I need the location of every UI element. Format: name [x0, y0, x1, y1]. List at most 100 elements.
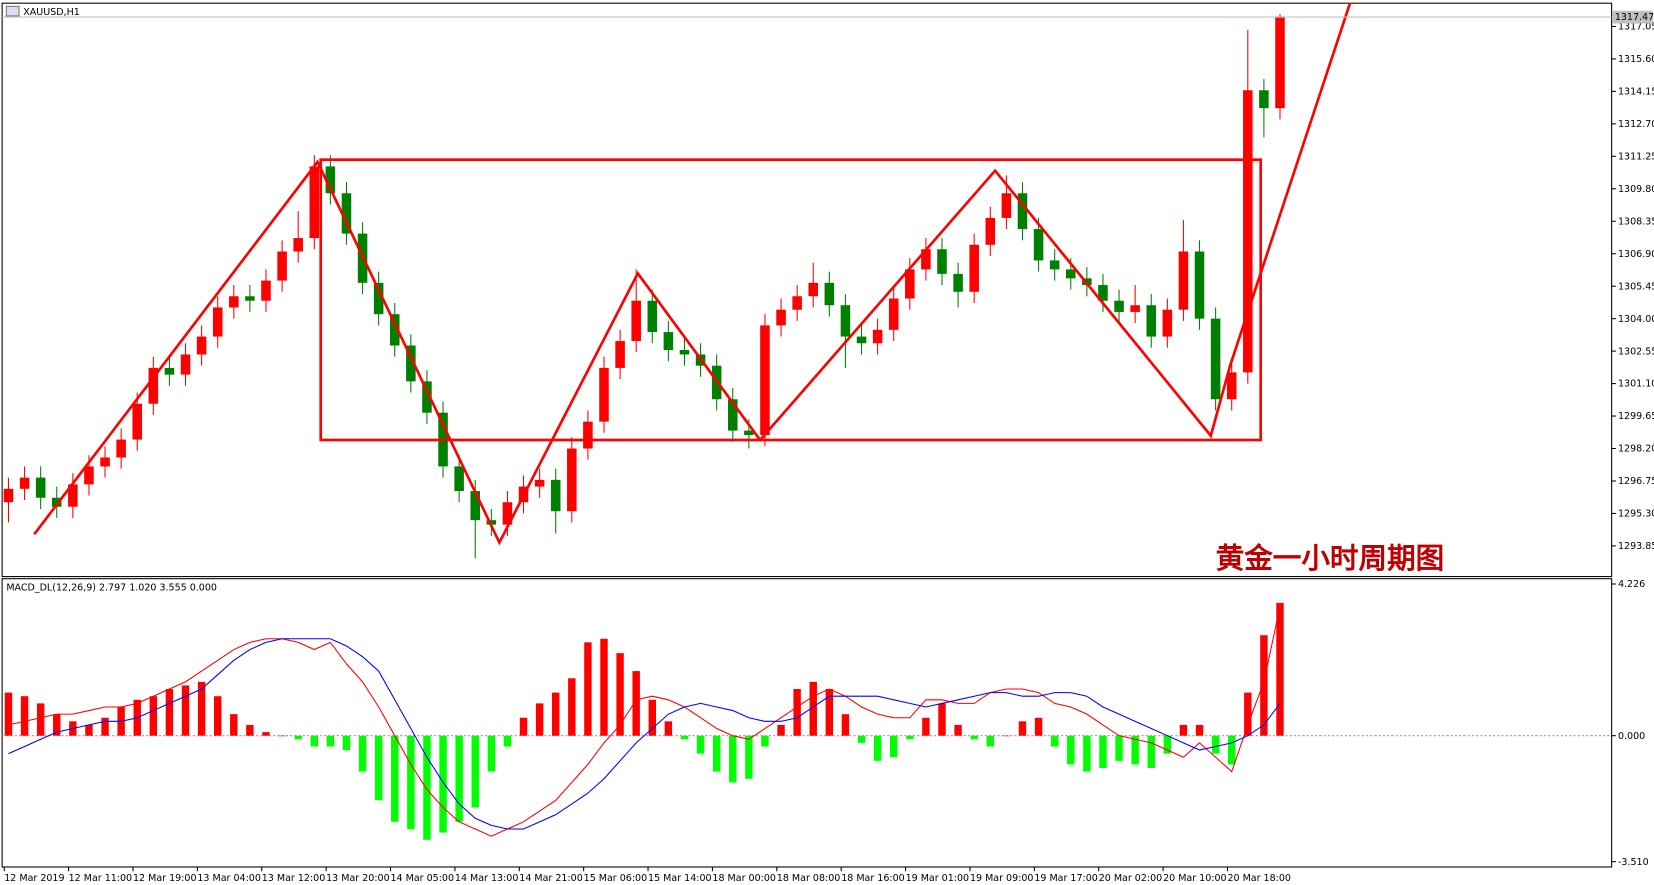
candle-body: [1226, 372, 1237, 400]
histogram-bar: [777, 724, 785, 736]
candle-body: [293, 238, 303, 252]
candle-body: [164, 367, 175, 375]
y-tick-label: 1311.25: [1618, 151, 1654, 162]
candle-body: [389, 314, 400, 346]
candle-body: [148, 367, 159, 404]
candle-body: [969, 244, 979, 292]
histogram-bar: [664, 721, 673, 736]
candle-body: [261, 280, 271, 301]
histogram-bar: [1211, 735, 1220, 754]
histogram-bar: [922, 717, 930, 736]
histogram-bar: [1099, 735, 1107, 768]
macd-line: [8, 606, 1281, 837]
candle-body: [196, 336, 207, 355]
candle-body: [921, 249, 931, 270]
histogram-bar: [1228, 735, 1236, 765]
histogram-bar: [745, 735, 753, 779]
candle-body: [341, 193, 352, 234]
histogram-bar: [1131, 735, 1139, 765]
x-tick-label: 15 Mar 14:00: [648, 873, 712, 884]
candle-body: [647, 300, 658, 333]
candle-body: [550, 479, 561, 512]
candle-body: [937, 249, 947, 274]
candle-body: [567, 448, 577, 512]
candle-body: [840, 305, 851, 337]
candle-body: [19, 477, 30, 489]
histogram-bar: [165, 689, 174, 736]
y-tick-label: 1296.75: [1618, 476, 1654, 487]
candle-body: [486, 520, 497, 525]
x-tick-label: 18 Mar 00:00: [712, 873, 776, 884]
x-tick-label: 20 Mar 02:00: [1099, 873, 1163, 884]
x-tick-label: 18 Mar 08:00: [777, 873, 841, 884]
histogram-bar: [1115, 735, 1123, 761]
candle-body: [229, 296, 239, 308]
candle-body: [502, 502, 513, 525]
candle-body: [1194, 251, 1205, 319]
candle-body: [1275, 16, 1285, 109]
histogram-bar: [584, 642, 592, 736]
histogram-bar: [503, 735, 512, 747]
y-tick-label: -3.510: [1618, 857, 1649, 868]
candle-body: [792, 296, 802, 310]
histogram-bar: [1147, 735, 1155, 768]
candle-body: [1162, 309, 1173, 337]
y-tick-label: 1302.55: [1618, 346, 1654, 357]
histogram-bar: [680, 735, 689, 740]
candle-body: [212, 307, 223, 337]
candle-body: [1130, 305, 1140, 312]
macd-panel: [1, 578, 1613, 868]
candle-body: [100, 457, 110, 467]
y-tick-label: 1305.45: [1618, 281, 1654, 292]
y-tick-label: 1293.85: [1618, 541, 1654, 552]
histogram-bar: [1050, 735, 1059, 747]
candle-body: [309, 166, 320, 239]
x-tick-label: 15 Mar 06:00: [584, 873, 648, 884]
histogram-bar: [535, 703, 544, 736]
histogram-bar: [1034, 717, 1043, 736]
candle-body: [1259, 90, 1269, 109]
candle-body: [599, 367, 609, 422]
histogram-bar: [471, 735, 479, 808]
candle-body: [35, 477, 46, 498]
watermark: 黄金一小时周期图: [1216, 541, 1445, 575]
macd-line: [8, 638, 1281, 830]
histogram-bar: [616, 653, 624, 736]
candle-body: [760, 325, 770, 436]
candle-body: [470, 491, 480, 521]
candle-body: [245, 296, 255, 301]
candles: [3, 3, 1352, 559]
candle-body: [663, 332, 674, 350]
y-tick-label: 1301.10: [1618, 379, 1654, 390]
histogram-bar: [1067, 735, 1075, 765]
histogram-bar: [278, 735, 286, 737]
candle-body: [808, 282, 818, 297]
candle-body: [68, 484, 78, 507]
x-tick-label: 19 Mar 01:00: [906, 873, 970, 884]
histogram-bar: [230, 714, 238, 736]
histogram-bar: [906, 735, 914, 740]
candle-body: [1065, 269, 1076, 279]
histogram-bar: [986, 735, 994, 747]
candle-body: [132, 403, 142, 440]
candle-body: [615, 341, 625, 368]
histogram-bar: [310, 735, 318, 747]
y-tick-label: 1309.80: [1618, 184, 1654, 195]
histogram-bar: [1244, 692, 1252, 736]
window-title: XAUUSD,H1: [23, 7, 80, 18]
histogram-bar: [181, 685, 190, 736]
histogram-bar: [1195, 724, 1204, 736]
histogram-bar: [841, 714, 850, 736]
y-tick-label: 1315.60: [1618, 54, 1654, 65]
candle-body: [888, 298, 899, 330]
histogram-bar: [294, 735, 302, 740]
candle-body: [856, 336, 867, 344]
histogram-bar: [938, 703, 946, 736]
histogram-bar: [873, 735, 882, 761]
histogram-bar: [407, 735, 415, 830]
histogram-bar: [149, 696, 158, 736]
candle-body: [406, 345, 416, 382]
x-tick-label: 14 Mar 05:00: [391, 873, 455, 884]
histogram-bar: [954, 724, 962, 736]
